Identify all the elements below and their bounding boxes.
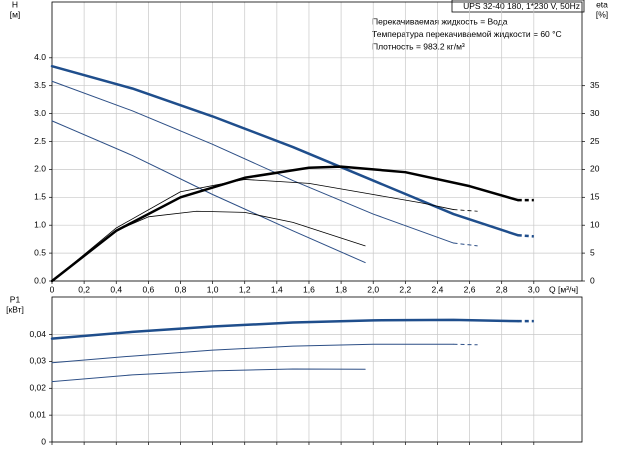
y2-tick-label: 0 (590, 275, 595, 285)
y2-tick-label: 15 (590, 192, 600, 202)
x-tick-label: 1,6 (303, 284, 315, 294)
plot-frame (51, 1, 583, 282)
x-tick-label: 1,8 (335, 284, 347, 294)
x-tick-label: 0 (50, 284, 55, 294)
series-line (50, 64, 520, 237)
y-tick-label: 0,02 (29, 383, 46, 393)
info-line: Плотность = 983.2 кг/м³ (372, 41, 465, 51)
y-tick-label: 0,01 (29, 409, 46, 419)
series-line (51, 80, 455, 244)
x-tick-label: 0,4 (110, 284, 122, 294)
series-line (51, 120, 366, 264)
x-tick-label: 2,8 (496, 284, 508, 294)
x-tick-label: 2,6 (464, 284, 476, 294)
y2-tick-label: 5 (590, 247, 595, 257)
x-tick-label: 2,4 (432, 284, 444, 294)
series-line (51, 210, 366, 282)
y-tick-label: 1.0 (34, 219, 46, 229)
x-tick-label: 2,2 (399, 284, 411, 294)
x-axis-label: Q [м³/ч] (549, 284, 578, 294)
y-axis-label: H (12, 0, 18, 9)
x-tick-label: 3,0 (528, 284, 540, 294)
plot-frame (51, 296, 583, 443)
y-tick-label: 3.0 (34, 108, 46, 118)
series-line (51, 343, 455, 364)
y2-axis-label: eta (596, 0, 608, 9)
y2-tick-label: 25 (590, 136, 600, 146)
model: UPS 32-40 180, 1*230 V, 50Hz (463, 1, 580, 11)
y-tick-label: 0.0 (34, 275, 46, 285)
y-tick-label: 1.5 (34, 192, 46, 202)
series-line (51, 179, 454, 282)
y-axis-unit: [кВт] (6, 304, 24, 314)
y-tick-label: 0.5 (34, 247, 46, 257)
y2-tick-label: 35 (590, 80, 600, 90)
y2-tick-label: 20 (590, 164, 600, 174)
x-tick-label: 0,8 (175, 284, 187, 294)
info-line: Перекачиваемая жидкость = Вода (372, 16, 508, 26)
x-tick-label: 0,2 (78, 284, 90, 294)
x-tick-label: 0,6 (142, 284, 154, 294)
series-line-dashed (517, 233, 534, 238)
y2-axis-unit: [%] (596, 9, 608, 19)
model-box (451, 0, 585, 13)
x-tick-label: 1,0 (207, 284, 219, 294)
y-tick-label: 4.0 (34, 52, 46, 62)
x-tick-label: 1,4 (271, 284, 283, 294)
y-tick-label: 0,03 (29, 356, 46, 366)
series-line (50, 165, 520, 283)
y-tick-label: 0 (41, 436, 46, 446)
y-tick-label: 0,04 (29, 329, 46, 339)
y-tick-label: 2.0 (34, 164, 46, 174)
info-line: Температура перекачиваемой жидкости = 60… (372, 29, 562, 39)
series-line (51, 368, 366, 383)
y2-tick-label: 30 (590, 108, 600, 118)
series-line (50, 318, 520, 340)
y-tick-label: 2.5 (34, 136, 46, 146)
y-tick-label: 3.5 (34, 80, 46, 90)
y2-tick-label: 10 (590, 219, 600, 229)
y-axis-unit: [м] (10, 9, 21, 19)
y-axis-label: P1 (10, 294, 21, 304)
x-tick-label: 1,2 (239, 284, 251, 294)
x-tick-label: 2,0 (367, 284, 379, 294)
